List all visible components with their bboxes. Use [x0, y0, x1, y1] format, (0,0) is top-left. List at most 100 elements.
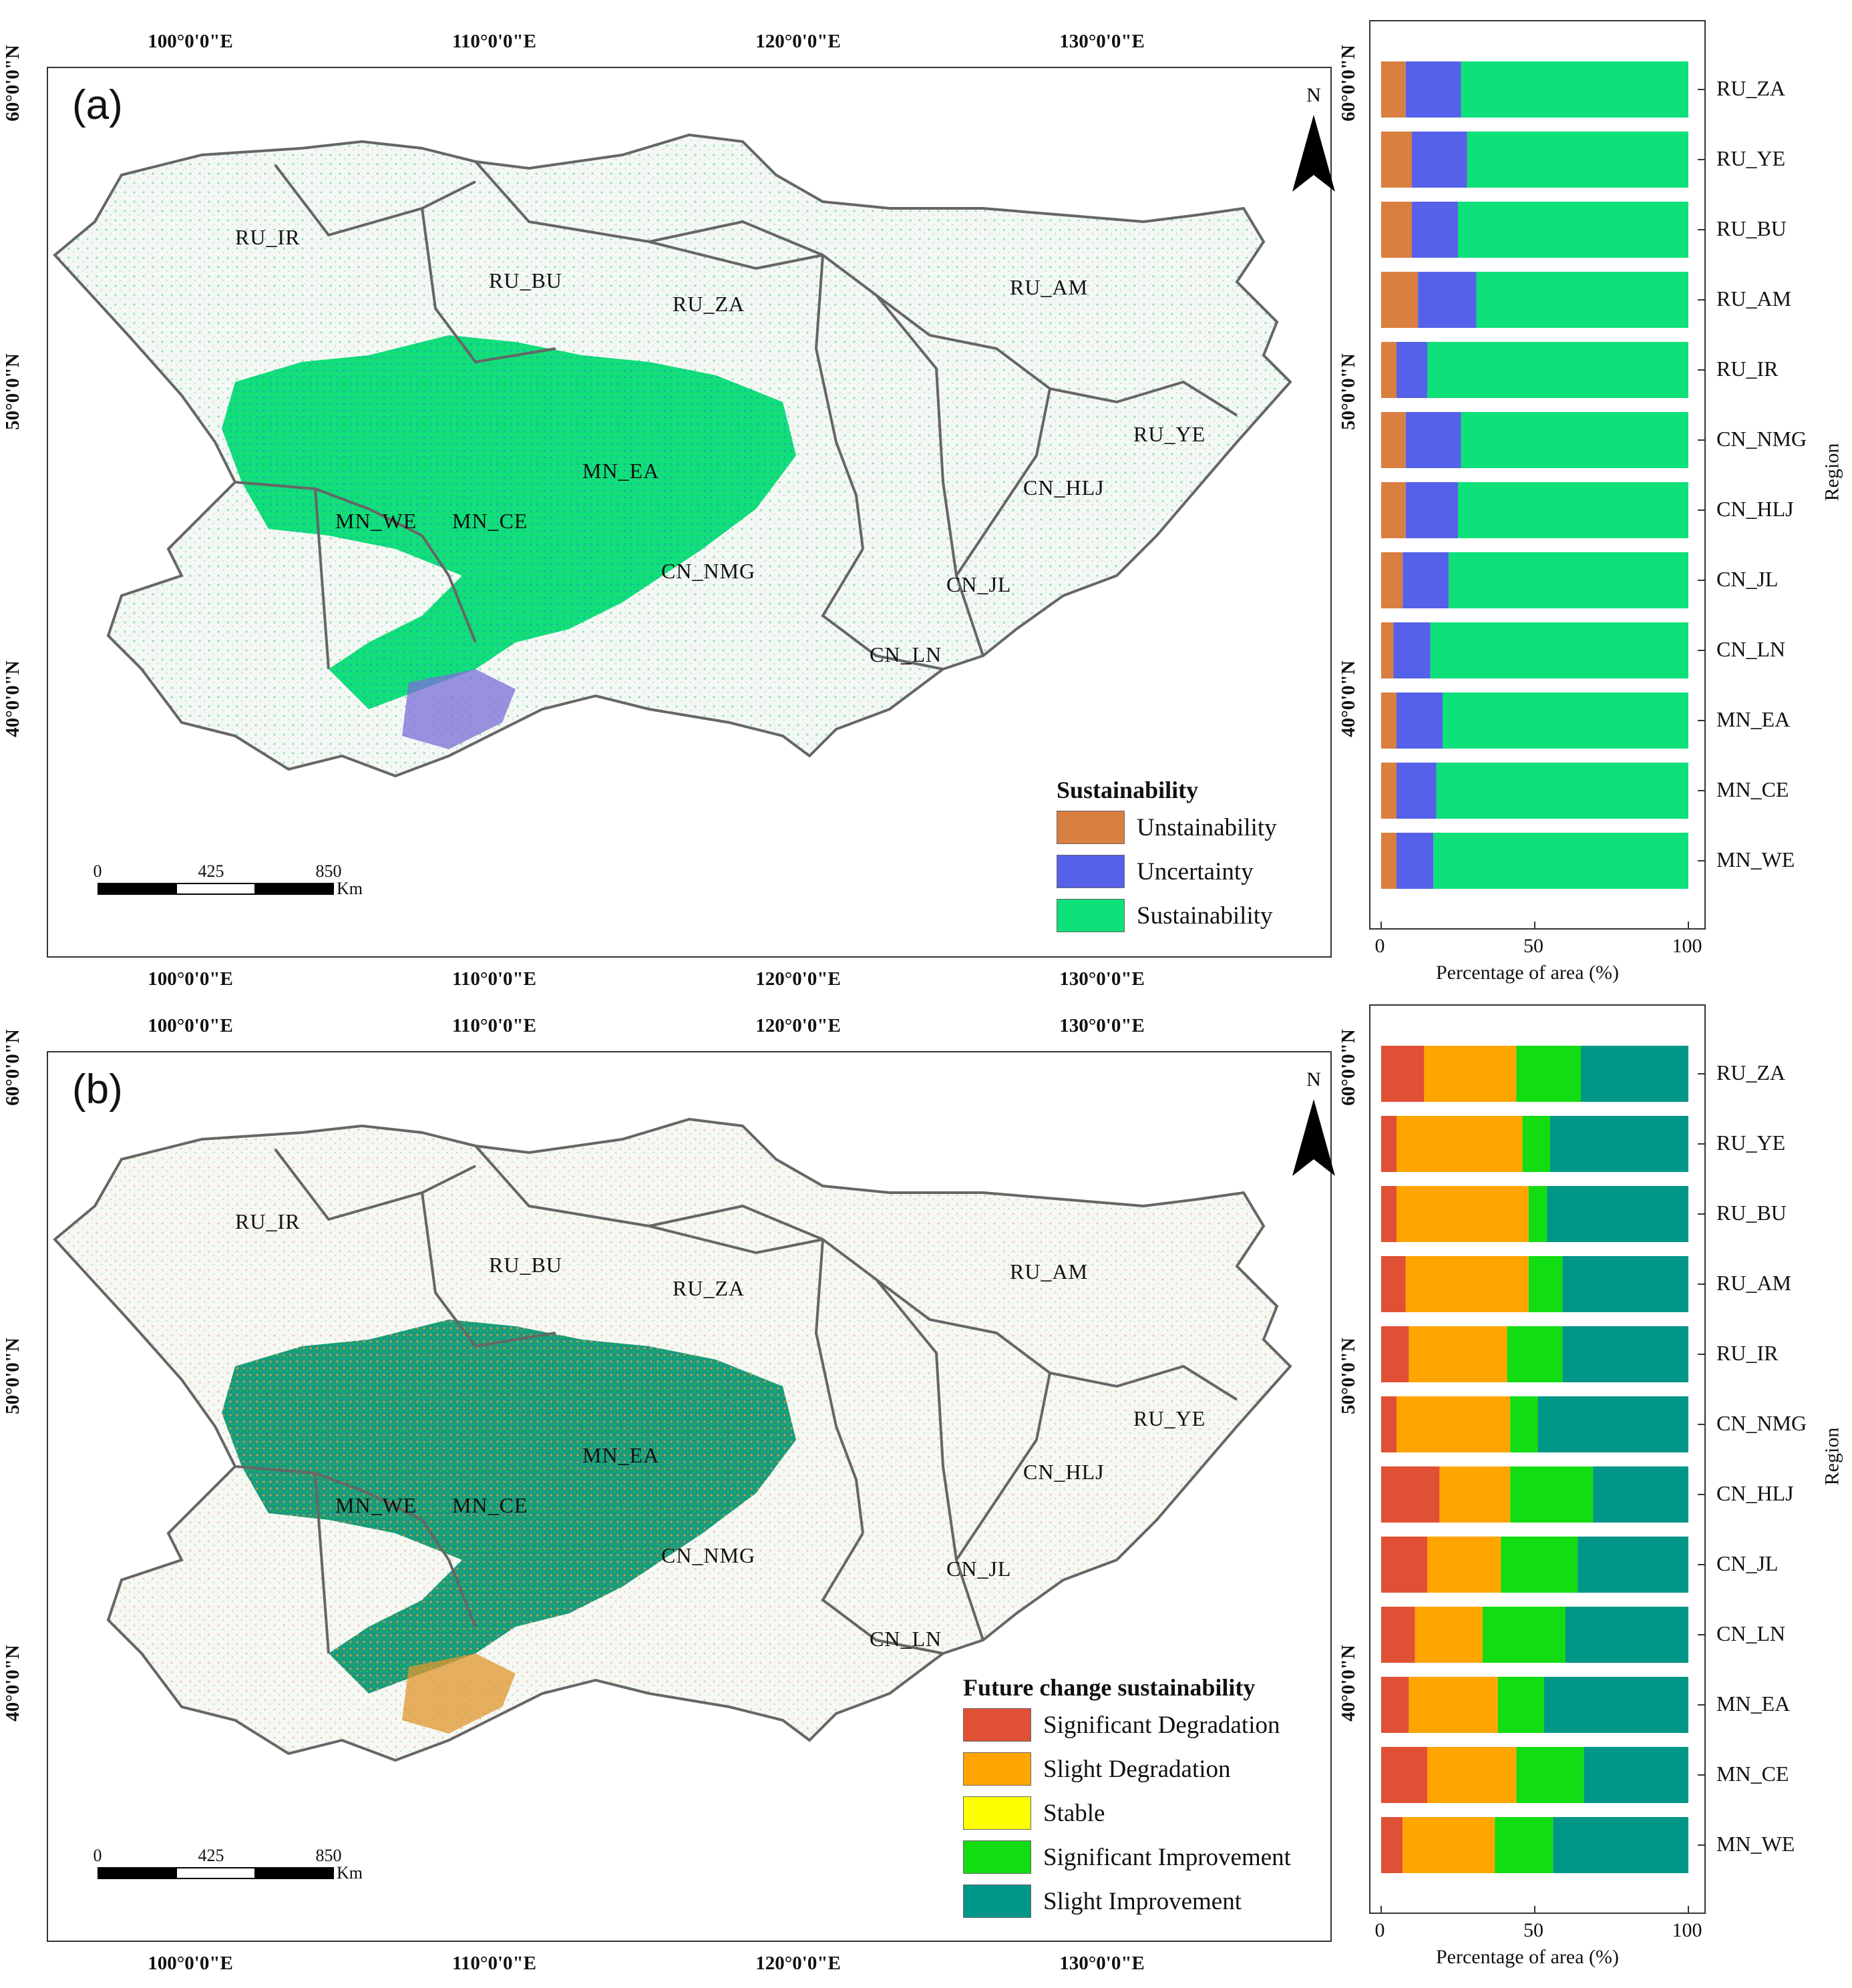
- bar-segment: [1393, 622, 1431, 678]
- bar-segment: [1528, 1186, 1547, 1242]
- bar-segment: [1436, 763, 1688, 819]
- category-label: RU_ZA: [1716, 76, 1786, 100]
- sustainability-core: [222, 335, 796, 709]
- bar-segment: [1424, 1046, 1517, 1102]
- bar-segment: [1593, 1466, 1688, 1523]
- legend-swatch: [963, 1840, 1031, 1874]
- region-label: MN_CE: [452, 509, 528, 533]
- lon-label-top: 100°0'0"E: [148, 31, 233, 52]
- map-frame-a: (a) RU_IR RU_BU RU_ZA RU_AM RU_YE MN_EA …: [47, 67, 1335, 958]
- region-boundaries: [234, 1145, 1238, 1655]
- scale-tick: 425: [198, 861, 224, 881]
- lat-label-right: 50°0'0"N: [1337, 353, 1359, 430]
- scale-tick: 0: [93, 1846, 102, 1865]
- region-label: CN_JL: [946, 1557, 1012, 1581]
- bar-segment: [1412, 202, 1458, 258]
- bar-segment: [1430, 622, 1688, 678]
- legend-label: Significant Degradation: [1043, 1711, 1280, 1739]
- map-canvas-a: [53, 133, 1292, 778]
- category-label: RU_IR: [1716, 357, 1779, 381]
- bar-segment: [1381, 202, 1412, 258]
- category-label: MN_EA: [1716, 707, 1791, 731]
- lon-label-top: 120°0'0"E: [755, 1015, 841, 1036]
- lat-label-right: 60°0'0"N: [1337, 45, 1359, 122]
- bar-segment: [1449, 552, 1688, 608]
- bar-segment: [1381, 272, 1419, 328]
- bar-segment: [1381, 132, 1412, 188]
- bar-segment: [1381, 692, 1397, 749]
- bar-segment: [1433, 833, 1688, 889]
- legend-swatch: [963, 1708, 1031, 1742]
- category-label: CN_NMG: [1716, 427, 1807, 451]
- bar-segment: [1381, 482, 1406, 538]
- lat-label-left: 60°0'0"N: [1, 45, 23, 122]
- scale-tick: 425: [198, 1846, 224, 1865]
- category-label: MN_WE: [1716, 847, 1795, 871]
- bar-chart-a-plot: [1380, 61, 1704, 928]
- bar-chart-a-ylabel: Region: [1821, 443, 1843, 502]
- lon-label-bottom: 120°0'0"E: [755, 1953, 841, 1974]
- x-tick: 0: [1374, 935, 1385, 957]
- bar-segment: [1397, 342, 1427, 398]
- bar-segment: [1482, 1607, 1565, 1663]
- bar-segment: [1476, 272, 1688, 328]
- change-core: [222, 1320, 796, 1694]
- lon-label-top: 130°0'0"E: [1059, 31, 1145, 52]
- bar-segment: [1522, 1116, 1550, 1172]
- lat-label-right: 40°0'0"N: [1337, 1645, 1359, 1722]
- bar-chart-a: [1369, 20, 1706, 930]
- lat-label-left: 60°0'0"N: [1, 1029, 23, 1106]
- bar-segment: [1510, 1396, 1538, 1452]
- x-tick: 0: [1374, 1919, 1385, 1941]
- bar-segment: [1562, 1326, 1688, 1382]
- bar-segment: [1415, 1607, 1483, 1663]
- lat-label-right: 40°0'0"N: [1337, 660, 1359, 737]
- bar-segment: [1381, 1607, 1415, 1663]
- lon-label-top: 110°0'0"E: [452, 31, 536, 52]
- legend-item-stable: Stable: [963, 1796, 1105, 1830]
- category-label: MN_WE: [1716, 1832, 1795, 1856]
- legend-label: Significant Improvement: [1043, 1843, 1291, 1871]
- legend-item-unstainability: Unstainability: [1057, 811, 1277, 844]
- lon-label-bottom: 130°0'0"E: [1059, 1953, 1145, 1974]
- legend-title: Sustainability: [1057, 777, 1199, 803]
- bar-segment: [1403, 552, 1449, 608]
- category-label: RU_YE: [1716, 1131, 1786, 1155]
- region-label: RU_YE: [1133, 1406, 1206, 1430]
- region-label: CN_LN: [870, 642, 942, 666]
- legend-label: Slight Improvement: [1043, 1887, 1242, 1915]
- region-label: RU_YE: [1133, 422, 1206, 446]
- lon-label-top: 110°0'0"E: [452, 1015, 536, 1036]
- x-tick: 100: [1672, 935, 1702, 957]
- bar-segment: [1550, 1116, 1688, 1172]
- legend-item-slight-improvement: Slight Improvement: [963, 1884, 1242, 1918]
- bar-segment: [1381, 61, 1406, 118]
- bar-segment: [1381, 1537, 1427, 1593]
- x-tick: 100: [1672, 1919, 1702, 1941]
- category-label: CN_NMG: [1716, 1411, 1807, 1435]
- lat-label-left: 40°0'0"N: [1, 1645, 23, 1722]
- bar-segment: [1397, 763, 1437, 819]
- bar-segment: [1381, 1396, 1397, 1452]
- region-label: RU_IR: [235, 1209, 301, 1233]
- region-label: CN_NMG: [661, 559, 756, 583]
- degradation-patch: [402, 669, 516, 749]
- region-label: RU_AM: [1010, 275, 1089, 299]
- bar-segment: [1409, 1677, 1498, 1733]
- bar-chart-a-xlabel: Percentage of area (%): [1436, 962, 1619, 984]
- bar-segment: [1381, 763, 1397, 819]
- region-label: MN_EA: [582, 1443, 660, 1467]
- region-label: RU_IR: [235, 225, 301, 249]
- north-label: N: [1306, 1068, 1321, 1090]
- region-label: RU_BU: [489, 268, 562, 292]
- category-label: RU_BU: [1716, 216, 1787, 240]
- bar-chart-b: [1369, 1004, 1706, 1914]
- region-label: RU_ZA: [673, 292, 745, 316]
- bar-segment: [1381, 833, 1397, 889]
- degradation-patch: [402, 1653, 516, 1734]
- bar-segment: [1397, 1396, 1511, 1452]
- bar-segment: [1405, 61, 1461, 118]
- lon-label-top: 120°0'0"E: [755, 31, 841, 52]
- bar-segment: [1381, 412, 1406, 468]
- bar-segment: [1397, 1116, 1523, 1172]
